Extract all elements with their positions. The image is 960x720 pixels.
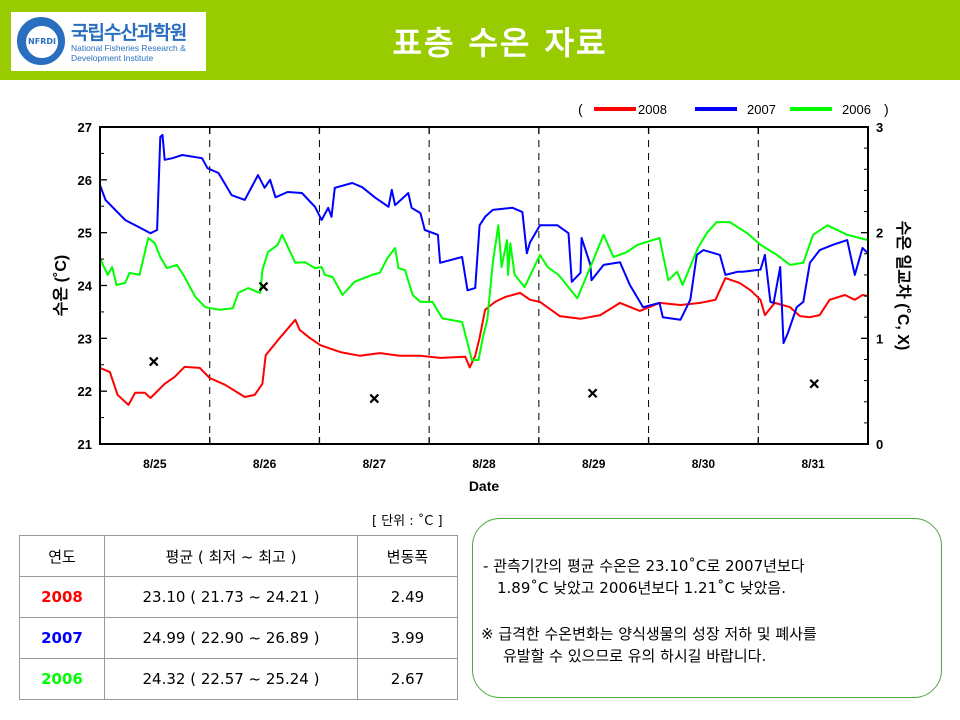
stats-cell: 24.32 ( 22.57 ~ 25.24 ) xyxy=(104,658,358,700)
y2-tick-label: 0 xyxy=(876,437,883,452)
daily-range-marker xyxy=(258,281,269,292)
daily-range-marker xyxy=(148,356,159,367)
notice-summary: - 관측기간의 평균 수온은 23.10˚C로 2007년보다 1.89˚C 낮… xyxy=(483,555,933,599)
logo-english-name: National Fisheries Research & Development… xyxy=(71,43,186,63)
y-tick-label: 27 xyxy=(78,120,92,135)
header-year: 연도 xyxy=(19,535,105,577)
y2-tick-label: 1 xyxy=(876,331,883,346)
x-tick-label: 8/31 xyxy=(801,457,825,471)
x-tick-label: 8/29 xyxy=(582,457,606,471)
legend-label-2008: 2008 xyxy=(638,102,667,117)
notice-line: 유발할 수 있으므로 유의 하시길 바랍니다. xyxy=(503,647,767,665)
stats-cell: 23.10 ( 21.73 ~ 24.21 ) xyxy=(104,576,358,618)
x-tick-label: 8/25 xyxy=(143,457,167,471)
nfrdi-logo[interactable]: NFRDI 국립수산과학원 National Fisheries Researc… xyxy=(11,12,206,71)
series-line-2007 xyxy=(99,133,869,345)
notice-warning: ※ 급격한 수온변화는 양식생물의 성장 저하 및 폐사를 유발할 수 있으므로… xyxy=(481,623,936,667)
series-line-2006 xyxy=(99,221,869,361)
table-row: 2008 23.10 ( 21.73 ~ 24.21 ) 2.49 xyxy=(19,576,458,618)
legend-open-paren: ( xyxy=(578,101,583,117)
year-cell: 2008 xyxy=(19,576,105,618)
table-row: 2006 24.32 ( 22.57 ~ 25.24 ) 2.67 xyxy=(19,658,458,700)
nfrdi-seal-icon: NFRDI xyxy=(17,17,65,65)
notice-line: ※ 급격한 수온변화는 양식생물의 성장 저하 및 폐사를 xyxy=(481,625,817,643)
seal-text: NFRDI xyxy=(25,25,59,59)
y-tick-label: 25 xyxy=(78,226,92,241)
range-cell: 2.49 xyxy=(357,576,458,618)
y-tick-label: 23 xyxy=(78,331,92,346)
series-line-2008 xyxy=(99,277,869,406)
x-tick-label: 8/30 xyxy=(692,457,716,471)
unit-note: [ 단위 : ˚C ] xyxy=(372,514,443,529)
y-tick-label: 26 xyxy=(78,173,92,188)
notice-line: 1.89˚C 낮았고 2006년보다 1.21˚C 낮았음. xyxy=(497,579,786,597)
header-stats: 평균 ( 최저 ~ 최고 ) xyxy=(104,535,358,577)
daily-range-marker xyxy=(369,393,380,404)
x-tick-label: 8/26 xyxy=(253,457,277,471)
header-bar: NFRDI 국립수산과학원 National Fisheries Researc… xyxy=(0,0,960,80)
summary-table: 연도 평균 ( 최저 ~ 최고 ) 변동폭 2008 23.10 ( 21.73… xyxy=(19,535,458,700)
year-cell: 2007 xyxy=(19,617,105,659)
y-axis-title: 수온 (˚C) xyxy=(52,255,70,316)
table-row: 2007 24.99 ( 22.90 ~ 26.89 ) 3.99 xyxy=(19,617,458,659)
year-cell: 2006 xyxy=(19,658,105,700)
stats-cell: 24.99 ( 22.90 ~ 26.89 ) xyxy=(104,617,358,659)
plot-frame xyxy=(99,126,869,445)
table-header-row: 연도 평균 ( 최저 ~ 최고 ) 변동폭 xyxy=(19,535,458,577)
range-cell: 3.99 xyxy=(357,617,458,659)
logo-en-line1: National Fisheries Research & xyxy=(71,43,186,53)
daily-range-marker xyxy=(587,388,598,399)
y-tick-label: 22 xyxy=(78,384,92,399)
y2-tick-label: 2 xyxy=(876,226,883,241)
y2-tick-label: 3 xyxy=(876,120,883,135)
legend-label-2007: 2007 xyxy=(747,102,776,117)
legend-close-paren: ) xyxy=(884,101,889,117)
x-tick-label: 8/28 xyxy=(472,457,496,471)
y-tick-label: 24 xyxy=(78,279,93,294)
y-tick-label: 21 xyxy=(78,437,92,452)
range-cell: 2.67 xyxy=(357,658,458,700)
notice-line: - 관측기간의 평균 수온은 23.10˚C로 2007년보다 xyxy=(483,557,805,575)
x-tick-label: 8/27 xyxy=(363,457,387,471)
x-axis-title: Date xyxy=(469,478,500,494)
y2-axis-title: 수온 일교차 (˚C, X) xyxy=(894,221,912,351)
page-title: 표층 수온 자료 xyxy=(392,24,608,62)
logo-korean-name: 국립수산과학원 xyxy=(71,22,187,44)
legend-label-2006: 2006 xyxy=(842,102,871,117)
logo-en-line2: Development Institute xyxy=(71,53,154,63)
header-range: 변동폭 xyxy=(357,535,458,577)
daily-range-marker xyxy=(809,378,820,389)
notice-box: - 관측기간의 평균 수온은 23.10˚C로 2007년보다 1.89˚C 낮… xyxy=(472,518,942,698)
